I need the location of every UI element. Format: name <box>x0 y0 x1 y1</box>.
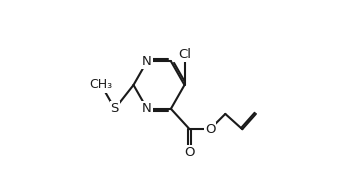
Text: O: O <box>184 147 195 159</box>
Text: N: N <box>142 55 152 68</box>
Text: Cl: Cl <box>178 48 191 61</box>
Text: O: O <box>205 123 215 136</box>
Text: S: S <box>111 102 119 115</box>
Text: N: N <box>142 102 152 115</box>
Text: CH₃: CH₃ <box>90 79 113 91</box>
